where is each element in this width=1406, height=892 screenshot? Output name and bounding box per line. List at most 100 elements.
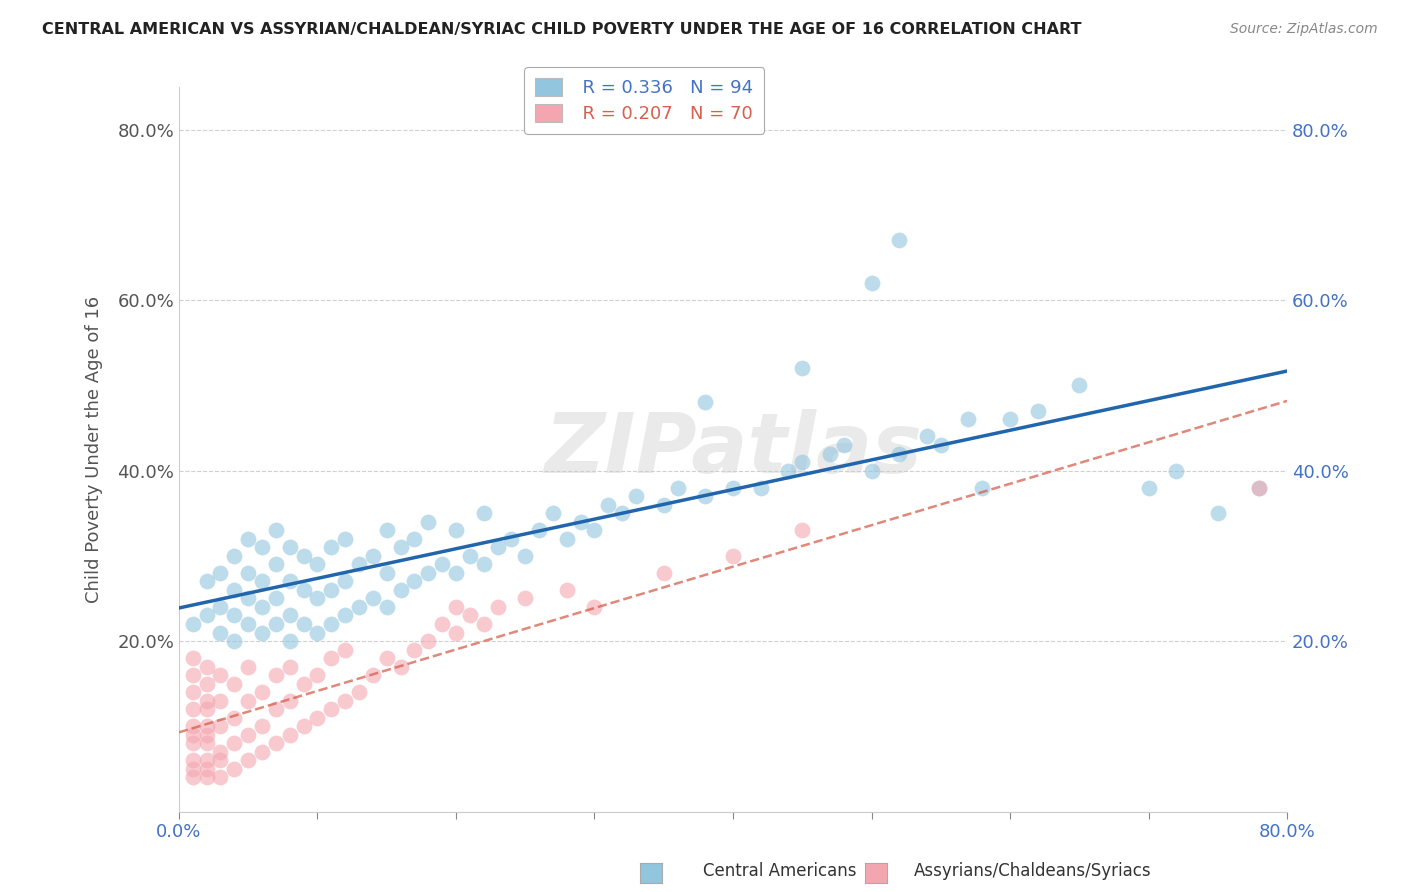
- Point: [181, 702, 204, 716]
- Point: [1069, 378, 1091, 392]
- Point: [515, 591, 537, 606]
- Point: [224, 582, 246, 597]
- Point: [224, 762, 246, 776]
- Text: Assyrians/Chaldeans/Syriacs: Assyrians/Chaldeans/Syriacs: [914, 863, 1152, 880]
- Point: [238, 728, 260, 742]
- Point: [333, 642, 356, 657]
- Text: Source: ZipAtlas.com: Source: ZipAtlas.com: [1230, 22, 1378, 37]
- Point: [569, 515, 592, 529]
- Point: [333, 532, 356, 546]
- Point: [209, 753, 232, 767]
- Point: [998, 412, 1021, 426]
- Point: [652, 498, 675, 512]
- Point: [1166, 464, 1188, 478]
- Point: [321, 582, 343, 597]
- Point: [224, 711, 246, 725]
- Point: [321, 541, 343, 555]
- Point: [250, 625, 273, 640]
- Point: [418, 566, 440, 580]
- Point: [238, 617, 260, 632]
- Point: [321, 651, 343, 665]
- Point: [666, 481, 689, 495]
- Point: [389, 659, 412, 673]
- Point: [264, 736, 287, 750]
- Point: [250, 745, 273, 759]
- Point: [181, 668, 204, 682]
- Point: [181, 762, 204, 776]
- Point: [832, 438, 855, 452]
- Point: [238, 591, 260, 606]
- Point: [792, 523, 814, 537]
- Point: [695, 489, 717, 503]
- Point: [792, 455, 814, 469]
- Point: [250, 599, 273, 614]
- Point: [238, 659, 260, 673]
- Point: [1206, 506, 1229, 520]
- Point: [418, 634, 440, 648]
- Point: [860, 464, 883, 478]
- Point: [389, 541, 412, 555]
- Point: [404, 642, 426, 657]
- Point: [292, 582, 315, 597]
- Point: [792, 361, 814, 376]
- Point: [278, 694, 301, 708]
- Point: [583, 599, 606, 614]
- Point: [375, 651, 398, 665]
- Point: [486, 541, 509, 555]
- Point: [250, 574, 273, 589]
- Point: [458, 608, 481, 623]
- Point: [598, 498, 620, 512]
- Legend:   R = 0.336   N = 94,   R = 0.207   N = 70: R = 0.336 N = 94, R = 0.207 N = 70: [524, 67, 765, 134]
- Point: [375, 566, 398, 580]
- Point: [957, 412, 980, 426]
- Point: [238, 694, 260, 708]
- Point: [444, 625, 467, 640]
- Point: [307, 711, 329, 725]
- Point: [472, 558, 495, 572]
- Point: [181, 651, 204, 665]
- Point: [181, 753, 204, 767]
- Point: [250, 541, 273, 555]
- Point: [209, 625, 232, 640]
- Point: [181, 771, 204, 785]
- Point: [889, 446, 911, 460]
- Point: [195, 574, 218, 589]
- Point: [444, 523, 467, 537]
- Point: [307, 668, 329, 682]
- Point: [721, 549, 744, 563]
- Point: [652, 566, 675, 580]
- Point: [224, 676, 246, 690]
- Point: [209, 694, 232, 708]
- Point: [818, 446, 841, 460]
- Point: [695, 395, 717, 409]
- Y-axis label: Child Poverty Under the Age of 16: Child Poverty Under the Age of 16: [86, 295, 103, 603]
- Point: [404, 574, 426, 589]
- Point: [278, 659, 301, 673]
- Point: [278, 608, 301, 623]
- Point: [612, 506, 634, 520]
- Point: [195, 753, 218, 767]
- Point: [224, 549, 246, 563]
- Point: [278, 728, 301, 742]
- Point: [860, 276, 883, 290]
- Point: [361, 549, 384, 563]
- Point: [195, 608, 218, 623]
- Point: [1026, 404, 1049, 418]
- Point: [238, 753, 260, 767]
- Point: [929, 438, 952, 452]
- Point: [292, 617, 315, 632]
- Point: [361, 668, 384, 682]
- Point: [1249, 481, 1271, 495]
- Point: [430, 558, 453, 572]
- Point: [307, 625, 329, 640]
- Point: [264, 558, 287, 572]
- Point: [347, 558, 370, 572]
- Point: [333, 574, 356, 589]
- Point: [1137, 481, 1160, 495]
- Point: [555, 582, 578, 597]
- Point: [555, 532, 578, 546]
- Point: [195, 728, 218, 742]
- Point: [404, 532, 426, 546]
- Point: [778, 464, 800, 478]
- Point: [541, 506, 564, 520]
